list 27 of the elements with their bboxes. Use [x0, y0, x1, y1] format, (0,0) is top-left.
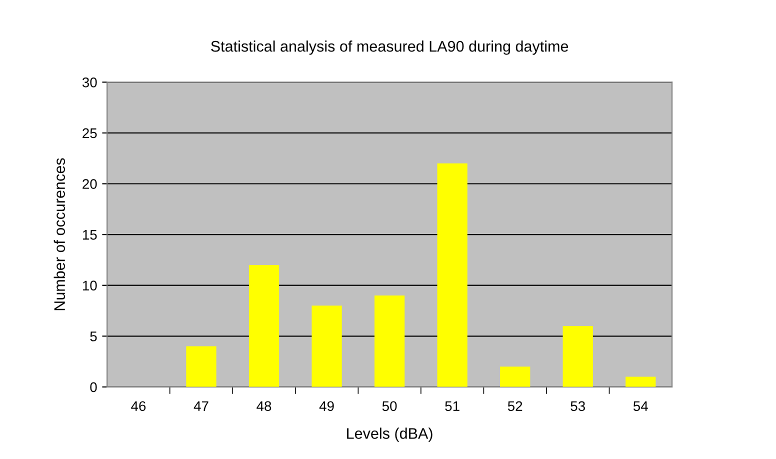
x-tick-label: 46	[131, 401, 146, 412]
x-tick-label: 54	[633, 401, 648, 412]
y-axis-title: Number of occurences	[54, 158, 66, 310]
y-tick-label: 10	[82, 280, 97, 291]
bar	[500, 366, 530, 387]
x-tick-label: 52	[508, 401, 522, 412]
chart-title: Statistical analysis of measured LA90 during daytime	[211, 40, 568, 55]
bar	[626, 376, 656, 387]
x-tick-label: 51	[445, 401, 460, 412]
bar	[186, 346, 216, 387]
y-tick-label: 5	[90, 332, 97, 342]
bar	[248, 265, 280, 387]
x-tick-label: 53	[570, 401, 585, 412]
bar	[437, 163, 468, 387]
y-tick-label: 25	[82, 128, 97, 138]
bar	[312, 306, 342, 387]
x-tick-label: 49	[319, 401, 334, 412]
bar	[374, 296, 405, 387]
y-tick-label: 20	[82, 179, 97, 189]
x-tick-label: 47	[194, 401, 208, 411]
bar	[562, 326, 593, 387]
y-tick-label: 30	[82, 77, 97, 88]
x-tick-label: 48	[256, 401, 272, 412]
y-tick-label: 0	[90, 382, 97, 392]
y-tick-label: 15	[82, 230, 97, 240]
x-axis-title: Levels (dBA)	[347, 428, 432, 442]
x-tick-label: 50	[382, 401, 397, 412]
